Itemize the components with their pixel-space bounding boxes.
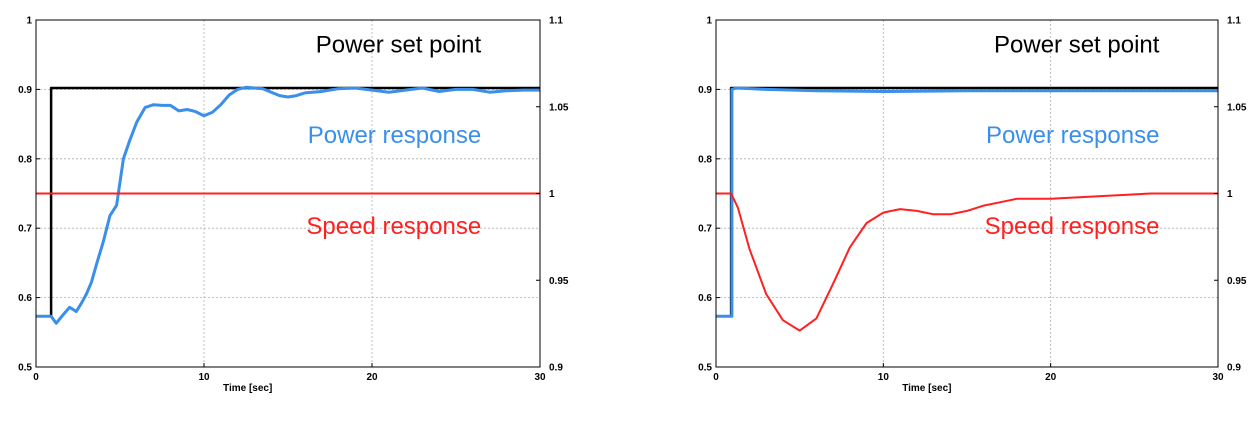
- y-tick-label: 0.9: [18, 85, 32, 96]
- chart-panel-left: 0.5 0.6 0.7 0.8 0.9 1 0.9 0.95 1 1.05 1.1 0 10 20 30 Ti…: [18, 16, 569, 395]
- x-tick-label: 10: [878, 372, 890, 383]
- y-tick-label: 0.7: [698, 224, 712, 235]
- series-line-1: [36, 85, 540, 325]
- y2-tick-label: 1: [1227, 189, 1233, 200]
- x-axis-label: Time [sec]: [223, 383, 272, 394]
- y-tick-label: 0.8: [18, 154, 32, 165]
- y-tick-label: 1: [26, 16, 32, 27]
- y2-tick-label: 0.95: [549, 276, 569, 287]
- annotation-label: Power response: [308, 122, 481, 149]
- y-tick-label: 0.8: [698, 154, 712, 165]
- annotation-label: Power set point: [994, 32, 1160, 59]
- y-tick-label: 0.9: [698, 85, 712, 96]
- y2-tick-label: 0.95: [1227, 276, 1247, 287]
- x-tick-label: 20: [1045, 372, 1057, 383]
- x-tick-label: 20: [366, 372, 378, 383]
- y-tick-label: 0.6: [698, 293, 712, 304]
- y-tick-label: 0.7: [18, 224, 32, 235]
- annotation-label: Power response: [986, 122, 1159, 149]
- x-axis-label: Time [sec]: [902, 383, 951, 394]
- series-line-2: [716, 192, 1218, 332]
- x-tick-label: 0: [713, 372, 719, 383]
- y-tick-label: 0.5: [18, 363, 32, 374]
- annotation-label: Speed response: [985, 213, 1160, 240]
- y2-tick-label: 0.9: [1227, 363, 1241, 374]
- x-tick-label: 30: [534, 372, 546, 383]
- y-tick-label: 1: [706, 16, 712, 27]
- y2-tick-label: 1.1: [1227, 16, 1241, 27]
- y2-tick-label: 1.05: [549, 102, 569, 113]
- x-tick-label: 0: [33, 372, 39, 383]
- annotation-label: Power set point: [316, 32, 482, 59]
- y-tick-label: 0.5: [698, 363, 712, 374]
- y2-tick-label: 1.05: [1227, 102, 1247, 113]
- chart-panel-right: 0.5 0.6 0.7 0.8 0.9 1 0.9 0.95 1 1.05 1.1 0 10 20 30 Ti…: [698, 16, 1247, 395]
- series-line-1: [716, 86, 1218, 318]
- y2-tick-label: 0.9: [549, 363, 563, 374]
- x-tick-label: 10: [198, 372, 210, 383]
- y2-tick-label: 1.1: [549, 16, 563, 27]
- annotation-label: Speed response: [306, 213, 481, 240]
- x-tick-label: 30: [1212, 372, 1224, 383]
- y-tick-label: 0.6: [18, 293, 32, 304]
- y2-tick-label: 1: [549, 189, 555, 200]
